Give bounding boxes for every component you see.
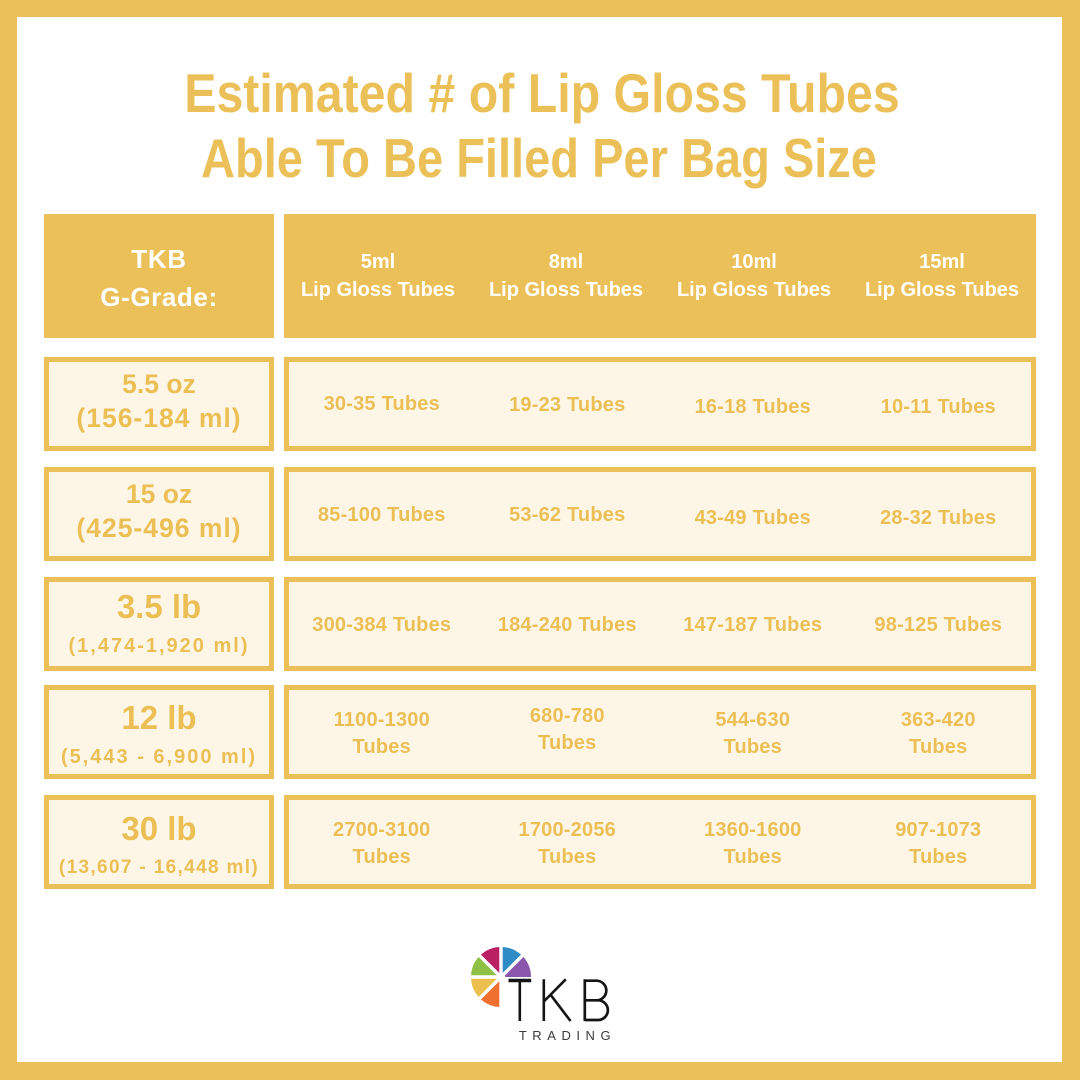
svg-text:TRADING: TRADING (519, 1028, 616, 1043)
